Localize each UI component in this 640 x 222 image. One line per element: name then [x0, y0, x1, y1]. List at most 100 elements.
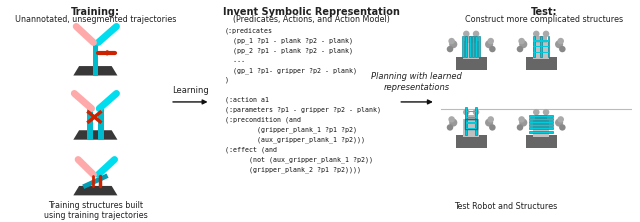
- Ellipse shape: [485, 119, 493, 127]
- Ellipse shape: [555, 119, 563, 127]
- Ellipse shape: [489, 46, 495, 52]
- Text: Learning: Learning: [172, 86, 209, 95]
- Bar: [529, 127, 554, 129]
- Ellipse shape: [519, 119, 527, 127]
- Text: (aux_gripper_plank_1 ?p2))): (aux_gripper_plank_1 ?p2))): [225, 136, 365, 143]
- Bar: [462, 36, 464, 57]
- Text: Invent Symbolic Representation: Invent Symbolic Representation: [223, 7, 399, 17]
- Bar: [467, 128, 476, 129]
- Bar: [536, 115, 547, 121]
- Ellipse shape: [449, 119, 458, 127]
- Text: (not (aux_gripper_plank_1 ?p2)): (not (aux_gripper_plank_1 ?p2)): [225, 156, 373, 163]
- Bar: [456, 57, 486, 70]
- Ellipse shape: [485, 40, 493, 48]
- Text: (gripper_plank_1 ?p1 ?p2): (gripper_plank_1 ?p1 ?p2): [225, 127, 357, 133]
- Ellipse shape: [516, 124, 524, 131]
- Ellipse shape: [449, 38, 455, 44]
- Ellipse shape: [449, 40, 458, 48]
- Ellipse shape: [449, 116, 455, 123]
- Ellipse shape: [447, 46, 453, 52]
- Bar: [529, 131, 554, 133]
- Bar: [463, 119, 479, 137]
- Bar: [529, 115, 554, 117]
- Bar: [533, 36, 534, 57]
- Ellipse shape: [559, 46, 566, 52]
- Ellipse shape: [488, 38, 494, 44]
- Bar: [465, 36, 477, 43]
- Bar: [525, 57, 557, 70]
- Text: (gripper_plank_2 ?p1 ?p2)))): (gripper_plank_2 ?p1 ?p2)))): [225, 166, 361, 173]
- Ellipse shape: [543, 109, 549, 115]
- Ellipse shape: [559, 124, 566, 131]
- Polygon shape: [74, 130, 117, 140]
- Ellipse shape: [557, 116, 564, 123]
- Bar: [468, 36, 470, 57]
- Text: (:precondition (and: (:precondition (and: [225, 117, 301, 123]
- Text: (:predicates: (:predicates: [225, 27, 273, 34]
- Ellipse shape: [473, 31, 479, 37]
- Ellipse shape: [557, 38, 564, 44]
- Ellipse shape: [519, 40, 527, 48]
- Text: (pp_2 ?p1 - plank ?p2 - plank): (pp_2 ?p1 - plank ?p2 - plank): [225, 47, 353, 54]
- Ellipse shape: [463, 31, 470, 37]
- Bar: [467, 117, 476, 118]
- Bar: [93, 40, 99, 75]
- Text: (pp_1 ?p1 - plank ?p2 - plank): (pp_1 ?p1 - plank ?p2 - plank): [225, 37, 353, 44]
- Bar: [525, 135, 557, 148]
- Bar: [475, 36, 477, 57]
- Text: Training structures built
using training trajectories: Training structures built using training…: [44, 201, 147, 220]
- Ellipse shape: [533, 109, 540, 115]
- Bar: [478, 36, 481, 57]
- Bar: [456, 135, 486, 148]
- Text: Construct more complicated structures: Construct more complicated structures: [465, 15, 623, 24]
- Text: Training:: Training:: [71, 7, 120, 17]
- Text: ): ): [225, 77, 229, 83]
- Bar: [465, 115, 477, 121]
- Text: Test:: Test:: [531, 7, 557, 17]
- Ellipse shape: [555, 40, 563, 48]
- Text: (Predicates, Actions, and Action Model): (Predicates, Actions, and Action Model): [233, 15, 390, 24]
- Polygon shape: [74, 186, 117, 195]
- Text: ...: ...: [225, 57, 245, 63]
- Bar: [99, 106, 104, 140]
- Bar: [533, 119, 549, 137]
- Ellipse shape: [543, 31, 549, 37]
- Text: (:parameters ?p1 - gripper ?p2 - plank): (:parameters ?p1 - gripper ?p2 - plank): [225, 107, 381, 113]
- Ellipse shape: [488, 116, 494, 123]
- Text: Planning with learned
representations: Planning with learned representations: [371, 72, 462, 91]
- Bar: [540, 36, 542, 57]
- Text: Unannotated, unsegmented trajectories: Unannotated, unsegmented trajectories: [15, 15, 176, 24]
- Bar: [87, 106, 93, 140]
- Bar: [465, 119, 477, 129]
- Text: (gp_1 ?p1- gripper ?p2 - plank): (gp_1 ?p1- gripper ?p2 - plank): [225, 67, 357, 74]
- Bar: [476, 107, 477, 135]
- Bar: [533, 41, 549, 59]
- Ellipse shape: [533, 31, 540, 37]
- Polygon shape: [82, 173, 109, 189]
- Bar: [463, 41, 479, 59]
- Bar: [536, 36, 547, 43]
- Bar: [533, 46, 549, 47]
- Bar: [533, 52, 549, 53]
- Text: (:effect (and: (:effect (and: [225, 146, 277, 153]
- Bar: [529, 121, 554, 123]
- Text: Test Robot and Structures: Test Robot and Structures: [454, 202, 557, 211]
- Ellipse shape: [473, 109, 479, 115]
- Bar: [529, 118, 554, 120]
- Bar: [533, 40, 549, 42]
- Ellipse shape: [489, 124, 495, 131]
- Bar: [467, 123, 476, 124]
- Bar: [529, 124, 554, 126]
- Ellipse shape: [518, 38, 525, 44]
- Bar: [548, 36, 549, 57]
- Ellipse shape: [447, 124, 453, 131]
- Ellipse shape: [463, 109, 470, 115]
- Bar: [465, 107, 467, 135]
- Polygon shape: [74, 66, 117, 75]
- Ellipse shape: [518, 116, 525, 123]
- Ellipse shape: [516, 46, 524, 52]
- Bar: [472, 36, 474, 57]
- Bar: [465, 36, 467, 57]
- Text: (:action a1: (:action a1: [225, 97, 269, 103]
- Bar: [467, 111, 476, 112]
